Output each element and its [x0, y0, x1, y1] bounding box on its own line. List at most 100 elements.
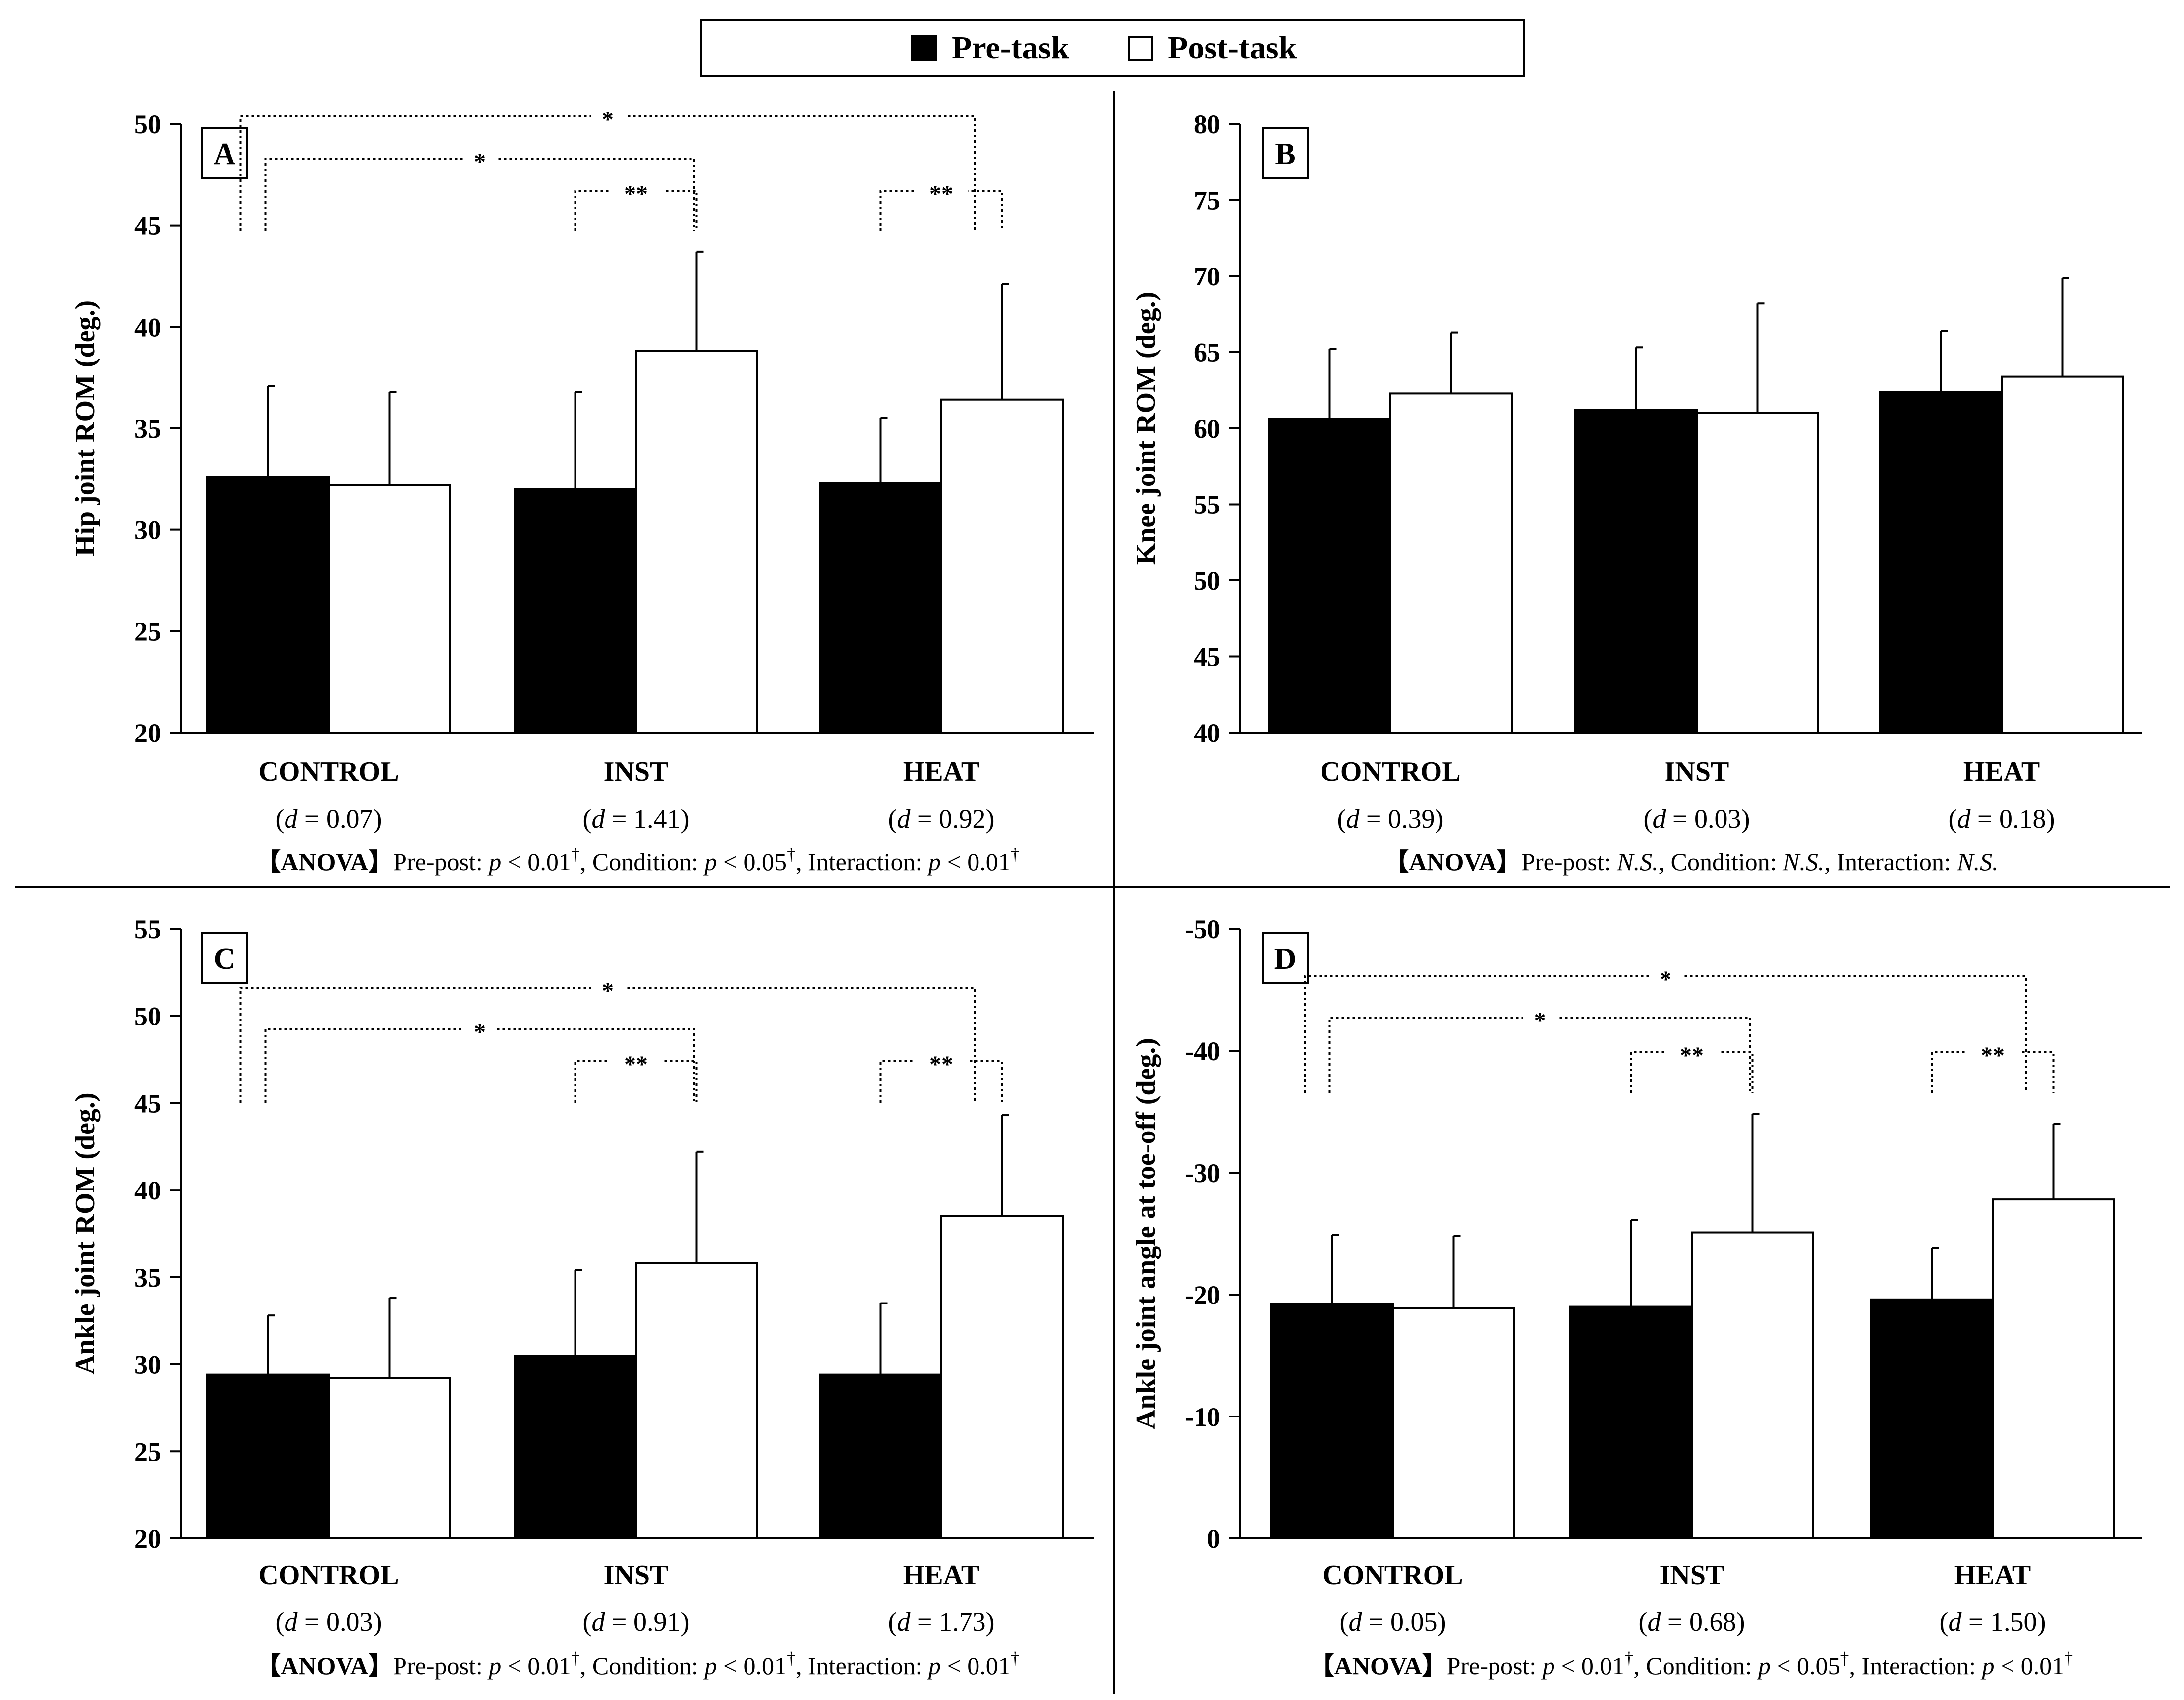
- y-tick-label-d: -50: [1185, 914, 1220, 944]
- category-label-c-control: CONTROL: [258, 1560, 399, 1590]
- panel-letter-c: C: [214, 942, 236, 976]
- significance-label-a: *: [602, 107, 614, 133]
- y-tick-label-d: -40: [1185, 1036, 1220, 1066]
- y-tick-label-b: 45: [1194, 642, 1220, 672]
- bar-a-control-post-task: [328, 484, 451, 734]
- panel-d: 0 -10 -20 -30 -40 -50 Ankle joint angle at toe…: [1131, 914, 2142, 1680]
- bar-c-inst-pre-task: [514, 1355, 637, 1539]
- bar-d-control-post-task: [1392, 1307, 1515, 1540]
- y-tick-label-c: 40: [134, 1176, 161, 1205]
- significance-label-bg-d: [1665, 1042, 1719, 1062]
- effect-size-b-control: (d = 0.39): [1337, 804, 1444, 834]
- effect-size-a-inst: (d = 1.41): [583, 804, 690, 834]
- bar-b-heat-pre-task: [1879, 391, 2003, 734]
- bar-a-control-pre-task: [206, 476, 330, 734]
- panel-c: 20 25 30 35 40 45 50 55 Ankle joint ROM (deg.) C *…: [70, 914, 1094, 1680]
- significance-label-bg-c: [609, 1051, 663, 1071]
- y-tick-label-d: 0: [1207, 1524, 1220, 1554]
- y-tick-label-c: 20: [134, 1524, 161, 1554]
- y-axis-title-b: Knee joint ROM (deg.): [1131, 292, 1161, 565]
- y-tick-label-d: -10: [1185, 1402, 1220, 1432]
- legend-label-post-task: Post-task: [1168, 30, 1297, 66]
- significance-bracket-d: [1630, 1051, 1754, 1093]
- bar-d-heat-pre-task: [1870, 1298, 1994, 1540]
- bar-d-control-pre-task: [1270, 1303, 1394, 1539]
- legend-swatch-pre-task: [911, 35, 937, 61]
- significance-bracket-c: [239, 987, 976, 1103]
- y-tick-label-b: 70: [1194, 262, 1220, 291]
- effect-size-c-heat: (d = 1.73): [888, 1607, 995, 1637]
- significance-label-bg-a: [915, 181, 968, 201]
- significance-label-bg-d: [1649, 966, 1682, 986]
- y-tick-label-c: 30: [134, 1350, 161, 1380]
- panel-b: 40 45 50 55 60 65 70 75 80 Knee joint ROM (deg.) B…: [1131, 110, 2142, 876]
- panel-letter-box-c: [201, 932, 248, 984]
- significance-label-c: *: [602, 978, 614, 1004]
- bar-b-control-pre-task: [1268, 418, 1391, 734]
- bar-a-inst-post-task: [635, 350, 758, 734]
- y-tick-label-a: 35: [134, 414, 161, 444]
- bar-b-inst-post-task: [1696, 412, 1819, 734]
- effect-size-a-control: (d = 0.07): [276, 804, 382, 834]
- significance-label-c: **: [624, 1051, 648, 1077]
- category-label-d-control: CONTROL: [1322, 1560, 1463, 1590]
- significance-label-a: **: [624, 181, 648, 207]
- bar-d-inst-post-task: [1691, 1231, 1814, 1540]
- significance-label-d: **: [1680, 1042, 1704, 1069]
- y-tick-label-c: 55: [134, 914, 161, 944]
- bar-c-control-pre-task: [206, 1373, 330, 1540]
- category-label-b-heat: HEAT: [1963, 756, 2040, 787]
- bar-c-inst-post-task: [635, 1262, 758, 1540]
- y-axis-title-a: Hip joint ROM (deg.): [70, 300, 101, 556]
- anova-summary-a: 【ANOVA】Pre-post: p < 0.01†, Condition: p…: [256, 845, 1019, 876]
- category-label-c-inst: INST: [604, 1560, 669, 1590]
- panel-letter-b: B: [1275, 137, 1295, 171]
- y-axis-title-d: Ankle joint angle at toe-off (deg.): [1131, 1038, 1161, 1429]
- bar-c-heat-pre-task: [819, 1373, 942, 1540]
- legend-label-pre-task: Pre-task: [952, 30, 1069, 66]
- significance-bracket-d: [1931, 1051, 2055, 1093]
- y-tick-label-a: 20: [134, 718, 161, 748]
- y-tick-label-b: 55: [1194, 490, 1220, 520]
- panel-letter-d: D: [1274, 942, 1297, 976]
- significance-bracket-a: [239, 115, 976, 231]
- effect-size-a-heat: (d = 0.92): [888, 804, 995, 834]
- bar-b-inst-pre-task: [1574, 409, 1698, 734]
- bar-d-heat-post-task: [1992, 1198, 2115, 1540]
- category-label-b-control: CONTROL: [1320, 756, 1460, 787]
- category-label-d-heat: HEAT: [1954, 1560, 2031, 1590]
- panel-letter-box-d: [1262, 932, 1309, 984]
- significance-label-bg-a: [463, 149, 497, 169]
- y-tick-label-c: 25: [134, 1437, 161, 1467]
- y-tick-label-a: 45: [134, 211, 161, 241]
- significance-bracket-a: [574, 190, 698, 231]
- y-tick-label-a: 40: [134, 312, 161, 342]
- bar-b-control-post-task: [1389, 392, 1513, 734]
- bar-b-heat-post-task: [2001, 375, 2124, 734]
- legend-swatch-post-task: [1128, 36, 1153, 61]
- significance-label-bg-c: [463, 1019, 497, 1039]
- y-tick-label-a: 50: [134, 110, 161, 139]
- y-tick-label-d: -30: [1185, 1158, 1220, 1188]
- effect-size-d-inst: (d = 0.68): [1639, 1607, 1745, 1637]
- panel-letter-a: A: [214, 137, 236, 171]
- bar-a-heat-post-task: [940, 398, 1064, 734]
- y-tick-label-c: 35: [134, 1263, 161, 1293]
- y-tick-label-b: 60: [1194, 414, 1220, 444]
- significance-label-bg-a: [609, 181, 663, 201]
- significance-label-a: *: [474, 149, 486, 175]
- category-label-d-inst: INST: [1660, 1560, 1724, 1590]
- significance-label-bg-a: [591, 107, 625, 126]
- legend: Pre-task Post-task: [700, 19, 1525, 77]
- significance-label-bg-c: [915, 1051, 968, 1071]
- legend-box: [700, 19, 1525, 77]
- significance-label-bg-c: [591, 978, 625, 998]
- category-label-b-inst: INST: [1665, 756, 1729, 787]
- significance-label-bg-d: [1966, 1042, 2019, 1062]
- panel-letter-box-b: [1262, 127, 1309, 179]
- bar-a-heat-pre-task: [819, 482, 942, 734]
- significance-label-c: **: [929, 1051, 953, 1077]
- y-axis-title-c: Ankle joint ROM (deg.): [70, 1092, 101, 1374]
- category-label-a-inst: INST: [604, 756, 669, 787]
